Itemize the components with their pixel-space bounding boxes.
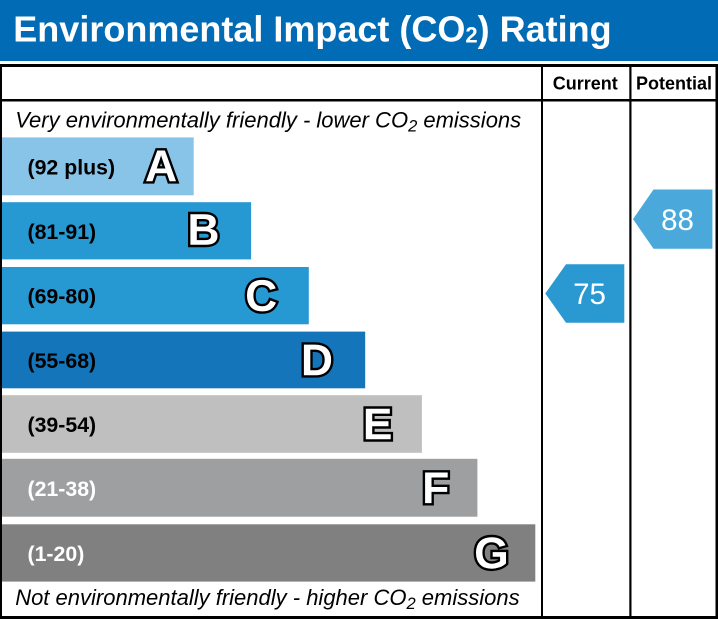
svg-text:(39-54): (39-54) [28, 413, 97, 437]
svg-text:Environmental Impact (CO2) Rat: Environmental Impact (CO2) Rating [13, 9, 611, 50]
svg-text:Not environmentally friendly -: Not environmentally friendly - higher CO… [15, 585, 519, 613]
svg-text:(55-68): (55-68) [28, 349, 97, 373]
svg-text:(92 plus): (92 plus) [28, 155, 116, 179]
svg-text:Current: Current [553, 74, 618, 94]
svg-text:(69-80): (69-80) [28, 285, 97, 309]
svg-text:88: 88 [661, 204, 694, 237]
svg-text:Potential: Potential [636, 74, 712, 94]
svg-text:(81-91): (81-91) [28, 220, 97, 244]
svg-text:(1-20): (1-20) [28, 542, 85, 566]
svg-text:Very environmentally friendly: Very environmentally friendly - lower CO… [15, 107, 521, 135]
svg-text:75: 75 [573, 278, 606, 311]
svg-text:(21-38): (21-38) [28, 477, 97, 501]
